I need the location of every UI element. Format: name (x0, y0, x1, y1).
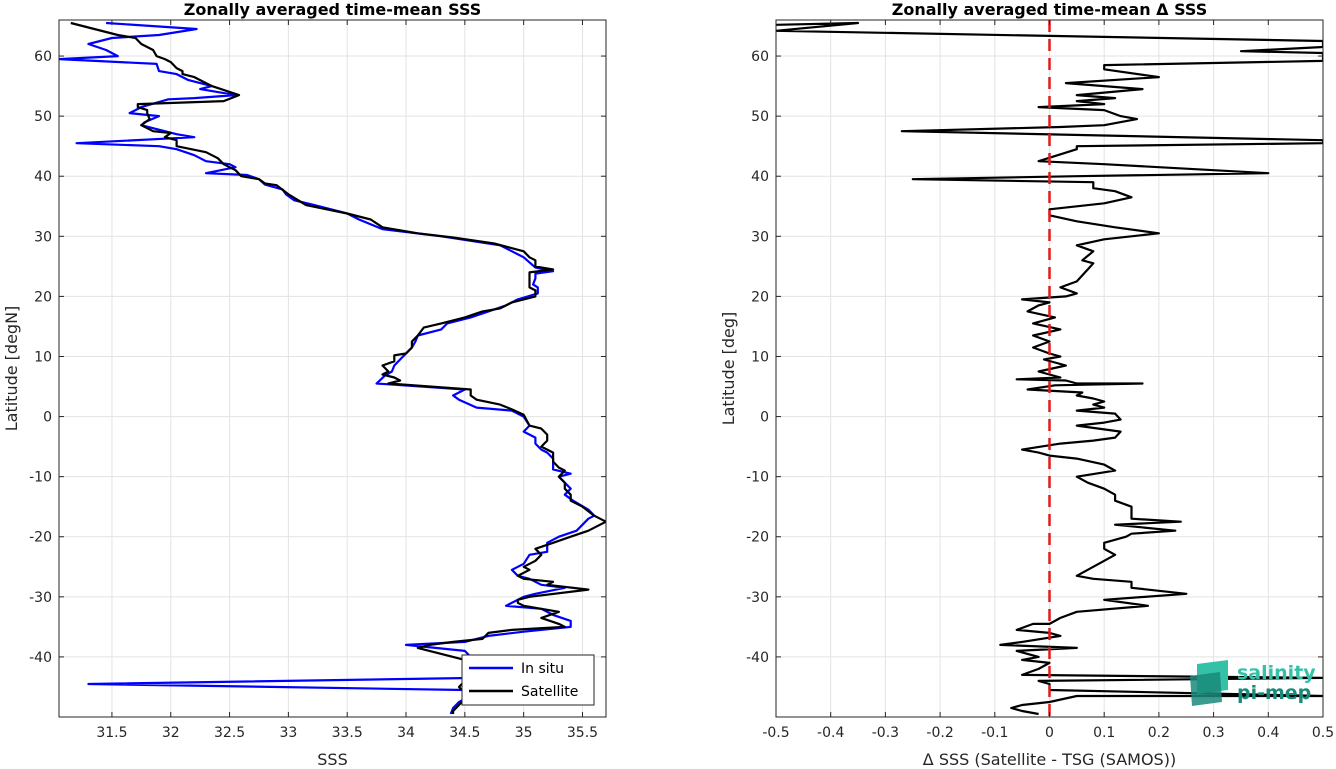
series-clip-group (776, 20, 1323, 717)
y-tick-label: 40 (34, 169, 52, 185)
x-tick-label: 0.4 (1257, 725, 1279, 741)
x-tick-label: 31.5 (96, 725, 127, 741)
x-tick-label: 33.5 (332, 725, 363, 741)
y-tick-label: 50 (34, 109, 52, 125)
x-tick-label: -0.5 (762, 725, 789, 741)
left-chart-title: Zonally averaged time-mean SSS (184, 0, 482, 19)
left-y-ticks: -40 -30 -20 -10 0 10 20 30 40 50 60 (29, 49, 606, 666)
y-tick-label: -10 (29, 470, 52, 486)
series-clip-group (59, 21, 606, 715)
legend-box (461, 654, 595, 706)
y-tick-label: -40 (746, 650, 769, 666)
y-tick-label: 20 (751, 289, 769, 305)
y-tick-label: 0 (43, 410, 52, 426)
left-axes-frame (58, 19, 607, 718)
y-tick-label: 20 (34, 289, 52, 305)
y-tick-label: 60 (751, 49, 769, 65)
left-x-axis-label: SSS (317, 750, 347, 769)
y-tick-label: 30 (751, 229, 769, 245)
right-x-axis-label: Δ SSS (Satellite - TSG (SAMOS)) (923, 750, 1176, 769)
series-line-delta-sss (776, 21, 1323, 716)
left-series-group (59, 21, 606, 715)
y-tick-label: -30 (29, 590, 52, 606)
x-tick-label: 0 (1045, 725, 1054, 741)
x-tick-label: 0.3 (1202, 725, 1224, 741)
x-tick-label: 33 (279, 725, 297, 741)
logo-mark (1190, 660, 1228, 706)
y-tick-label: -20 (746, 530, 769, 546)
right-y-ticks: -40 -30 -20 -10 0 10 20 30 40 50 60 (746, 49, 1323, 666)
salinity-pi-mep-logo: salinity pi-mep (1190, 660, 1316, 706)
y-tick-label: -10 (746, 470, 769, 486)
x-tick-label: 35 (515, 725, 533, 741)
x-tick-label: 0.2 (1148, 725, 1170, 741)
series-line-satellite (70, 21, 606, 714)
y-tick-label: 10 (751, 349, 769, 365)
x-tick-label: -0.3 (872, 725, 899, 741)
x-tick-label: 32 (162, 725, 180, 741)
left-y-axis-label: Latitude [degN] (2, 306, 21, 432)
y-tick-label: 40 (751, 169, 769, 185)
right-y-axis-label: Latitude [deg] (719, 312, 738, 426)
logo-text-pi-mep: pi-mep (1237, 682, 1311, 704)
x-tick-label: -0.4 (817, 725, 844, 741)
logo-shape-front (1190, 672, 1222, 706)
x-tick-label: -0.1 (981, 725, 1008, 741)
legend-label-satellite: Satellite (521, 684, 578, 700)
x-tick-label: 0.1 (1093, 725, 1115, 741)
left-x-ticks: 31.5 32 32.5 33 33.5 34 34.5 35 35.5 (96, 20, 598, 741)
left-grid (59, 20, 606, 717)
left-panel: 31.5 32 32.5 33 33.5 34 34.5 35 35.5 -40 -30 -20 -1… (2, 0, 607, 769)
x-tick-label: 34.5 (449, 725, 480, 741)
y-tick-label: 50 (751, 109, 769, 125)
right-x-ticks: -0.5 -0.4 -0.3 -0.2 -0.1 0 0.1 0.2 0.3 0.4 0.5 (762, 20, 1334, 741)
right-chart-title: Zonally averaged time-mean Δ SSS (892, 0, 1208, 19)
y-tick-label: -20 (29, 530, 52, 546)
y-tick-label: -40 (29, 650, 52, 666)
legend: In situ Satellite (461, 654, 595, 706)
y-tick-label: 10 (34, 349, 52, 365)
right-panel: -0.5 -0.4 -0.3 -0.2 -0.1 0 0.1 0.2 0.3 0.4 0.5 -40… (719, 0, 1334, 769)
y-tick-label: 0 (760, 410, 769, 426)
logo-text-salinity: salinity (1237, 662, 1316, 684)
legend-label-in-situ: In situ (521, 661, 564, 677)
x-tick-label: 34 (397, 725, 415, 741)
x-tick-label: -0.2 (926, 725, 953, 741)
y-tick-label: -30 (746, 590, 769, 606)
x-tick-label: 35.5 (567, 725, 598, 741)
y-tick-label: 60 (34, 49, 52, 65)
y-tick-label: 30 (34, 229, 52, 245)
x-tick-label: 32.5 (214, 725, 245, 741)
x-tick-label: 0.5 (1312, 725, 1334, 741)
right-series-group (776, 20, 1323, 717)
